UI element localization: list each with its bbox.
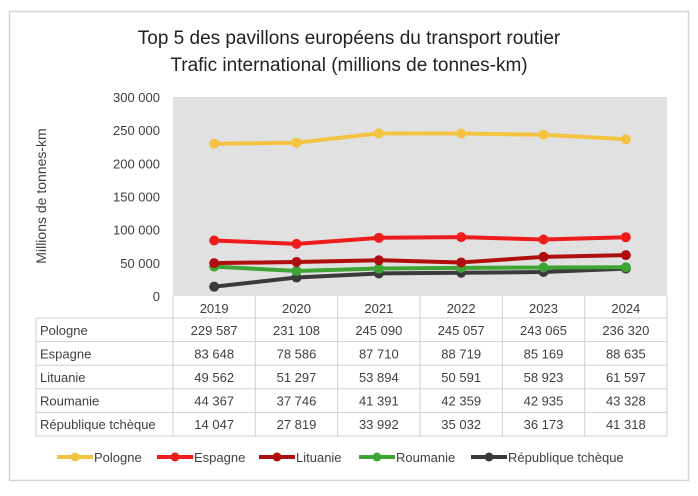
data-point — [538, 251, 549, 262]
x-tick-label: 2024 — [611, 301, 640, 316]
data-point — [209, 235, 220, 246]
y-tick-label: 250 000 — [113, 123, 160, 138]
y-tick-label: 0 — [153, 289, 160, 304]
data-point — [373, 263, 384, 274]
data-point — [373, 255, 384, 266]
data-point — [620, 232, 631, 243]
legend-label: Lituanie — [296, 450, 342, 465]
x-tick-label: 2021 — [364, 301, 393, 316]
table-cell: 53 894 — [359, 370, 399, 385]
table-row-header: République tchèque — [40, 417, 156, 432]
table-cell: 36 173 — [524, 417, 564, 432]
table-cell: 27 819 — [277, 417, 317, 432]
table-cell: 83 648 — [194, 346, 234, 361]
y-tick-label: 100 000 — [113, 223, 160, 238]
legend-marker — [484, 452, 494, 462]
data-point — [291, 265, 302, 276]
data-point — [373, 128, 384, 139]
table-cell: 243 065 — [520, 323, 567, 338]
legend-item: Lituanie — [259, 450, 342, 465]
table-cell: 41 318 — [606, 417, 646, 432]
y-axis-label: Millions de tonnes-km — [33, 128, 49, 263]
data-point — [291, 137, 302, 148]
legend-label: Pologne — [94, 450, 142, 465]
legend-marker — [70, 452, 80, 462]
table-cell: 245 057 — [438, 323, 485, 338]
series-line-Roumanie — [214, 264, 626, 273]
table-cell: 88 635 — [606, 346, 646, 361]
legend-item: Pologne — [57, 450, 142, 465]
data-point — [538, 234, 549, 245]
table-cell: 44 367 — [194, 394, 234, 409]
series-line-Lituanie — [214, 253, 626, 266]
data-point — [620, 250, 631, 261]
table-cell: 87 710 — [359, 346, 399, 361]
table-cell: 61 597 — [606, 370, 646, 385]
x-tick-label: 2022 — [447, 301, 476, 316]
data-point — [373, 232, 384, 243]
data-point — [291, 238, 302, 249]
legend-item: Espagne — [157, 450, 245, 465]
chart-title-line-2: Trafic international (millions de tonnes… — [170, 55, 527, 76]
table-row-header: Roumanie — [40, 394, 99, 409]
table-cell: 78 586 — [277, 346, 317, 361]
y-tick-label: 50 000 — [120, 256, 160, 271]
table-cell: 88 719 — [441, 346, 481, 361]
table-cell: 35 032 — [441, 417, 481, 432]
table-cell: 42 935 — [524, 394, 564, 409]
y-tick-label: 200 000 — [113, 156, 160, 171]
legend-item: Roumanie — [359, 450, 455, 465]
chart-title-line-1: Top 5 des pavillons européens du transpo… — [138, 28, 561, 49]
table-cell: 43 328 — [606, 394, 646, 409]
series-line-Espagne — [214, 235, 626, 246]
table-cell: 33 992 — [359, 417, 399, 432]
data-point — [291, 256, 302, 267]
table-cell: 14 047 — [194, 417, 234, 432]
data-point — [620, 134, 631, 145]
data-point — [620, 262, 631, 273]
legend-label: Roumanie — [396, 450, 455, 465]
table-cell: 49 562 — [194, 370, 234, 385]
x-tick-label: 2020 — [282, 301, 311, 316]
table-cell: 231 108 — [273, 323, 320, 338]
data-point — [209, 281, 220, 292]
table-cell: 51 297 — [277, 370, 317, 385]
table-cell: 41 391 — [359, 394, 399, 409]
table-cell: 236 320 — [602, 323, 649, 338]
table-cell: 58 923 — [524, 370, 564, 385]
table-cell: 37 746 — [277, 394, 317, 409]
legend-item: République tchèque — [471, 450, 624, 465]
table-cell: 229 587 — [191, 323, 238, 338]
data-point — [209, 258, 220, 269]
data-point — [209, 138, 220, 149]
y-tick-label: 300 000 — [113, 90, 160, 105]
legend-marker — [170, 452, 180, 462]
table-row-header: Espagne — [40, 346, 91, 361]
data-point — [456, 232, 467, 243]
legend-label: Espagne — [194, 450, 245, 465]
data-point — [538, 129, 549, 140]
series-line-Pologne — [214, 131, 626, 146]
data-point — [456, 257, 467, 268]
table-cell: 85 169 — [524, 346, 564, 361]
data-point — [538, 262, 549, 273]
table-cell: 50 591 — [441, 370, 481, 385]
y-tick-label: 150 000 — [113, 190, 160, 205]
legend-marker — [372, 452, 382, 462]
table-cell: 42 359 — [441, 394, 481, 409]
x-tick-label: 2019 — [200, 301, 229, 316]
table-row-header: Pologne — [40, 323, 88, 338]
x-tick-label: 2023 — [529, 301, 558, 316]
legend-label: République tchèque — [508, 450, 624, 465]
series-line-République tchèque — [213, 266, 626, 289]
legend-marker — [272, 452, 282, 462]
table-cell: 245 090 — [355, 323, 402, 338]
table-row-header: Lituanie — [40, 370, 86, 385]
data-point — [456, 128, 467, 139]
